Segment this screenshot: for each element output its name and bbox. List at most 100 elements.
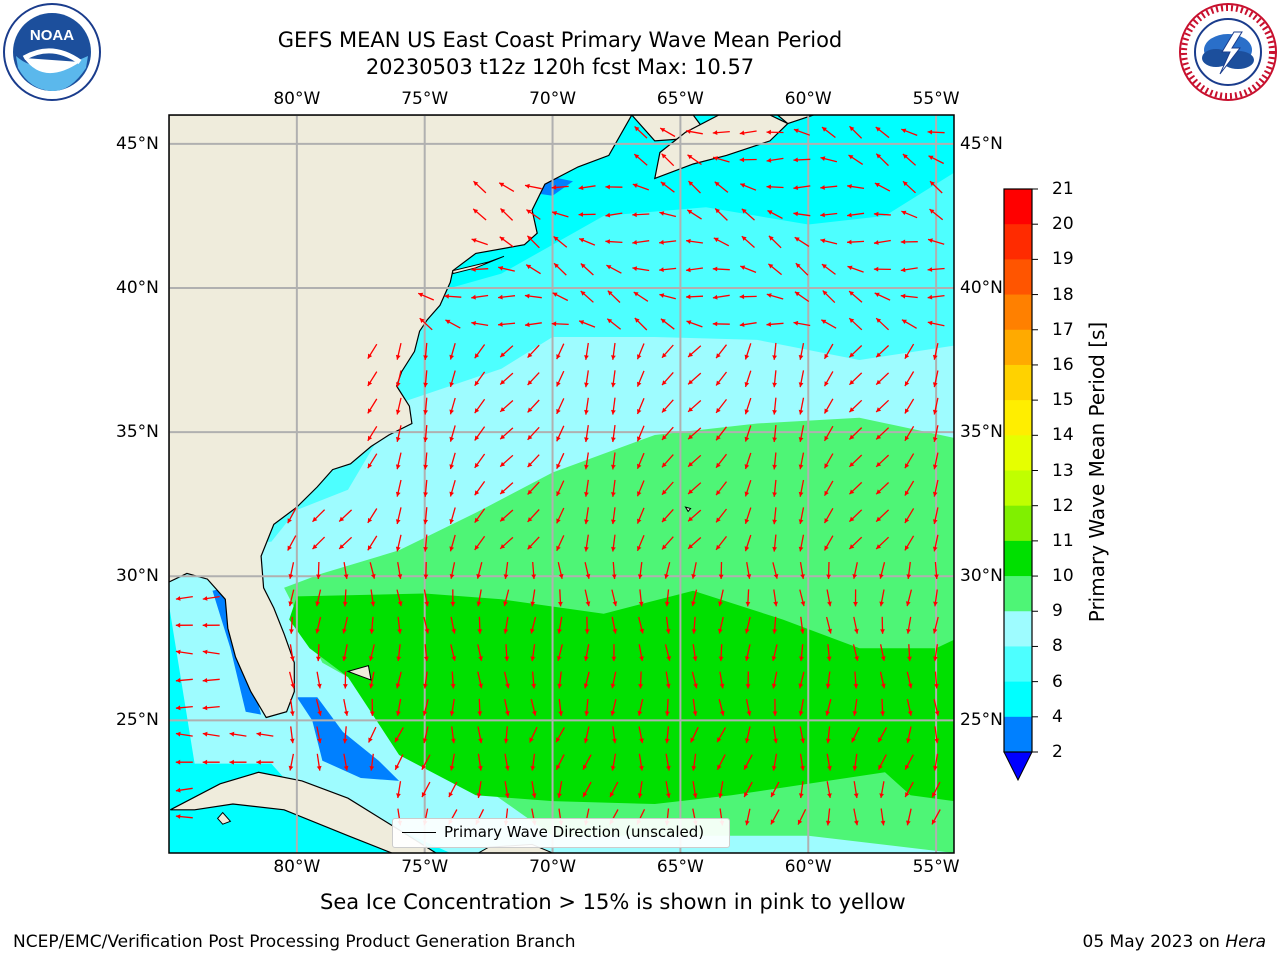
arrow-head <box>527 489 533 495</box>
arrow-head <box>474 408 480 414</box>
arrow-head <box>396 711 401 716</box>
arrow-head <box>637 354 642 360</box>
arrow-head <box>449 436 454 442</box>
arrow-head <box>474 490 480 496</box>
arrow-head <box>449 574 455 579</box>
arrow-head <box>395 354 401 360</box>
lat-tick-right: 25°N <box>960 710 1003 731</box>
arrow-head <box>551 185 557 190</box>
arrow-head <box>395 683 401 689</box>
arrow-head <box>901 128 907 133</box>
arrow-head <box>477 765 483 771</box>
arrow-head <box>317 683 322 689</box>
arrow-head <box>688 489 693 494</box>
arrow-head <box>471 321 476 326</box>
isla-juventud-land <box>216 811 232 825</box>
arrow-head <box>527 544 533 550</box>
arrow-head <box>526 209 532 214</box>
arrow-head <box>827 601 832 607</box>
colorbar-segment <box>1004 189 1032 225</box>
arrow-head <box>395 737 400 743</box>
arrow-head <box>527 380 533 385</box>
arrow-head <box>772 437 777 442</box>
arrow-head <box>744 738 750 744</box>
arrow-head <box>611 382 616 388</box>
caption: Sea Ice Concentration > 15% is shown in … <box>320 890 906 914</box>
arrow-head <box>418 292 424 298</box>
arrow-head <box>822 290 828 296</box>
lon-tick-top: 55°W <box>912 89 960 109</box>
arrow-head <box>637 381 642 387</box>
arrow-head <box>880 820 886 826</box>
arrow-head <box>500 407 506 412</box>
arrow-head <box>665 711 670 716</box>
arrow-head <box>558 711 564 716</box>
arrow-head <box>740 265 746 270</box>
lat-tick-left: 35°N <box>116 422 159 443</box>
arrow-head <box>824 545 829 551</box>
long-island-land <box>452 255 505 275</box>
arrow-head <box>772 355 777 360</box>
lon-tick-top: 70°W <box>529 89 577 109</box>
arrow-head <box>556 381 561 387</box>
arrow-head <box>422 738 428 744</box>
arrow-head <box>367 353 373 359</box>
arrow-head <box>556 491 561 496</box>
lat-tick-left: 40°N <box>116 277 159 298</box>
arrow-head <box>666 765 671 771</box>
arrow-head <box>527 235 533 241</box>
arrow-head <box>773 601 778 607</box>
arrow-head <box>451 656 457 661</box>
arrow-head <box>770 819 776 825</box>
arrow-head <box>773 573 779 579</box>
arrow-head <box>687 154 693 160</box>
arrow-head <box>932 628 938 634</box>
arrow-head <box>662 435 667 440</box>
arrow-head <box>820 238 826 244</box>
arrow-head <box>744 464 750 469</box>
arrow-head <box>876 153 882 159</box>
arrow-head <box>927 294 933 300</box>
arrow-head <box>660 128 666 133</box>
arrow-head <box>906 738 911 744</box>
arrow-head <box>847 239 852 245</box>
arrow-head <box>474 380 480 386</box>
lat-tick-left: 30°N <box>116 566 159 587</box>
arrow-head <box>610 683 616 689</box>
arrow-head <box>934 738 940 744</box>
arrow-head <box>449 409 454 415</box>
arrow-head <box>662 517 667 523</box>
arrow-head <box>849 407 855 413</box>
arrow-head <box>853 602 858 607</box>
arrow-head <box>607 318 613 324</box>
arrow-head <box>289 629 294 634</box>
arrow-head <box>474 353 480 359</box>
arrow-head <box>556 764 561 770</box>
arrow-head <box>229 731 235 737</box>
arrow-head <box>611 519 616 525</box>
arrow-head <box>395 382 401 388</box>
arrow-head <box>638 684 643 689</box>
arrow-head <box>583 738 589 744</box>
arrow-head <box>907 683 913 689</box>
arrow-head <box>692 656 698 661</box>
arrow-head <box>637 546 642 551</box>
arrow-head <box>820 212 825 218</box>
arrow-head <box>793 128 799 134</box>
arrow-head <box>556 354 561 360</box>
arrow-head <box>530 766 536 771</box>
arrow-head <box>503 601 508 607</box>
arrow-head <box>691 765 697 771</box>
arrow-head <box>876 352 882 358</box>
arrow-head <box>876 544 882 549</box>
arrow-head <box>691 574 696 579</box>
arrow-head <box>848 155 854 160</box>
arrow-head <box>609 792 615 798</box>
arrow-head <box>369 629 375 634</box>
arrow-head <box>928 238 933 243</box>
arrow-head <box>422 710 428 716</box>
arrow-head <box>930 181 935 186</box>
colorbar-extend-arrow <box>1003 751 1033 782</box>
arrow-head <box>585 573 591 579</box>
